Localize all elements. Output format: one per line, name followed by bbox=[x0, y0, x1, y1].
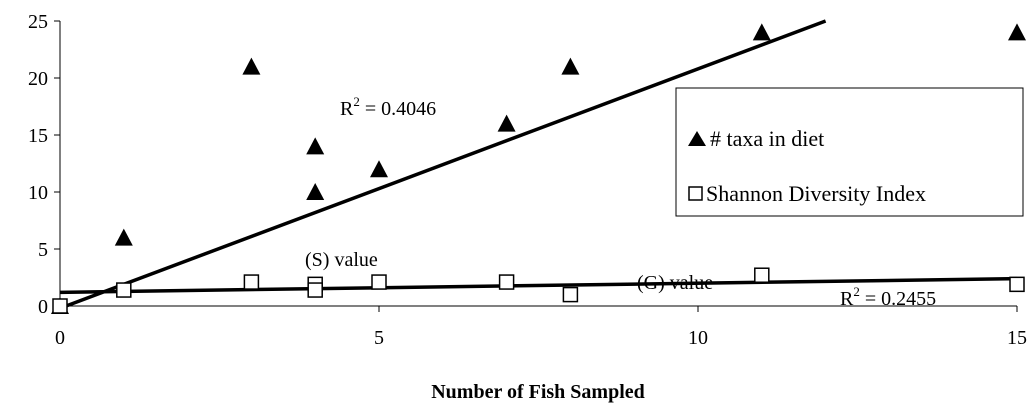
point-taxa bbox=[306, 183, 325, 200]
point-taxa bbox=[1008, 23, 1026, 41]
point-shannon bbox=[307, 282, 323, 298]
x-tick-label: 5 bbox=[374, 327, 384, 349]
data-points bbox=[51, 23, 1026, 314]
legend-label-taxa: # taxa in diet bbox=[710, 126, 824, 151]
r2-label-taxa: R2 = 0.4046 bbox=[340, 94, 436, 120]
point-taxa bbox=[114, 228, 133, 246]
legend-box bbox=[675, 87, 1024, 217]
y-tick-label: 15 bbox=[28, 125, 48, 147]
trendline-series-0 bbox=[65, 19, 827, 308]
legend-marker-square bbox=[688, 186, 703, 201]
x-tick-label: 0 bbox=[55, 327, 65, 349]
axes: 0 5 10 15 20 25 0 5 10 15 bbox=[28, 11, 1027, 349]
legend-label-shannon: Shannon Diversity Index bbox=[706, 181, 926, 206]
point-shannon bbox=[498, 274, 515, 290]
x-tick-label: 15 bbox=[1007, 327, 1027, 349]
point-shannon bbox=[371, 274, 387, 290]
legend: # taxa in diet Shannon Diversity Index bbox=[675, 87, 1024, 217]
trendline-series-1 bbox=[59, 276, 1018, 295]
point-taxa bbox=[561, 57, 580, 75]
y-tick-label: 0 bbox=[38, 296, 48, 318]
point-taxa bbox=[242, 57, 261, 75]
point-taxa bbox=[752, 23, 771, 41]
y-tick-label: 25 bbox=[28, 11, 48, 33]
x-tick-label: 10 bbox=[688, 327, 708, 349]
point-shannon bbox=[116, 282, 132, 298]
legend-marker-triangle bbox=[688, 131, 706, 146]
trendlines bbox=[59, 19, 1018, 308]
point-shannon bbox=[243, 274, 260, 290]
annotation-g-value: (G) value bbox=[637, 272, 713, 294]
point-shannon bbox=[52, 298, 68, 314]
point-taxa bbox=[306, 137, 325, 155]
y-tick-label: 5 bbox=[38, 239, 48, 261]
r2-label-shannon: R2 = 0.2455 bbox=[840, 284, 936, 310]
y-tick-label: 10 bbox=[28, 182, 48, 204]
point-shannon bbox=[754, 267, 770, 283]
point-taxa bbox=[497, 114, 516, 132]
point-shannon bbox=[562, 286, 579, 303]
point-taxa bbox=[370, 160, 388, 178]
x-axis-label: Number of Fish Sampled bbox=[431, 381, 645, 403]
point-shannon bbox=[1009, 276, 1025, 293]
y-tick-label: 20 bbox=[28, 68, 48, 90]
annotation-s-value: (S) value bbox=[305, 249, 378, 271]
